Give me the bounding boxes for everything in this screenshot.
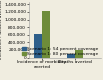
Legend: Scenario 1: 54 percent coverage, Scenario 1: 80 percent coverage: Scenario 1: 54 percent coverage, Scenari… (22, 47, 99, 56)
Bar (42, 11, 50, 58)
Bar (67, 54, 75, 58)
Bar (75, 50, 83, 58)
Bar (34, 34, 42, 58)
Y-axis label: Incidence / deaths averted: Incidence / deaths averted (0, 1, 3, 59)
